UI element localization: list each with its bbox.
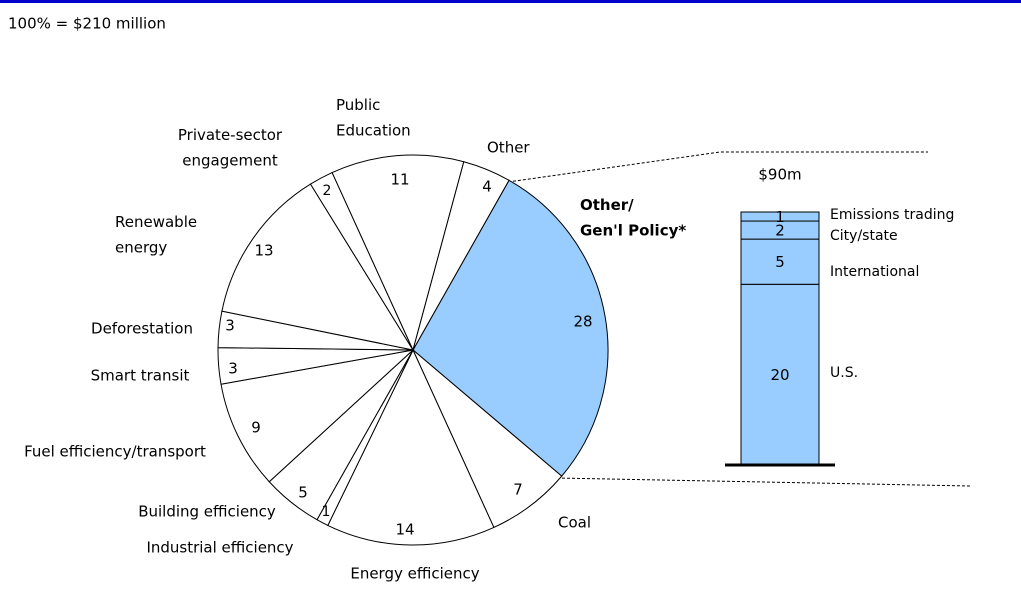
pie-slice <box>327 348 495 546</box>
slice-label: Deforestation <box>91 320 193 338</box>
slice-label: Building efficiency <box>138 503 276 521</box>
slice-label: Other <box>487 139 530 157</box>
bar-title: $90m <box>758 166 801 184</box>
value-label: 13 <box>254 242 273 260</box>
value-label: 3 <box>228 360 238 378</box>
value-label: 11 <box>390 171 409 189</box>
slice-label: Energy efficiency <box>350 565 479 583</box>
value-label: 3 <box>225 317 235 335</box>
segment-value: 2 <box>775 222 785 240</box>
connector <box>556 477 971 487</box>
value-label: 2 <box>323 183 332 199</box>
chart-subtitle: 100% = $210 million <box>8 15 166 33</box>
slice-label: Private-sector engagement <box>178 126 283 170</box>
slice-label: Coal <box>558 514 591 532</box>
segment-value: 1 <box>775 208 785 226</box>
bar-segment <box>740 211 820 222</box>
pie-slice <box>220 349 415 483</box>
pie-slice <box>331 154 465 352</box>
value-label: 28 <box>573 313 592 331</box>
slice-label: Industrial efficiency <box>146 539 293 557</box>
segment-value: 20 <box>770 366 789 384</box>
slice-label: Fuel efficiency/transport <box>24 443 206 461</box>
slice-label: Renewable energy <box>115 213 197 257</box>
pie-slice <box>412 179 609 477</box>
segment-label: U.S. <box>830 365 858 381</box>
segment-label: Emissions trading <box>830 207 954 223</box>
value-label: 1 <box>322 504 331 520</box>
pie-slice <box>221 183 415 351</box>
slice-label: Smart transit <box>91 367 190 385</box>
bar-segment <box>740 283 820 466</box>
header-rule <box>0 0 1021 3</box>
value-label: 5 <box>298 484 308 502</box>
value-label: 14 <box>395 521 414 539</box>
slice-label: Other/Gen'l Policy* <box>580 196 686 240</box>
segment-label: City/state <box>830 228 898 244</box>
segment-label: International <box>830 264 919 280</box>
pie-slice <box>412 161 510 351</box>
value-label: 9 <box>251 419 261 437</box>
value-label: 4 <box>482 178 492 196</box>
connector <box>507 151 928 183</box>
segment-value: 5 <box>775 253 785 271</box>
slice-label: Public Education <box>336 96 411 140</box>
value-label: 7 <box>513 481 523 499</box>
